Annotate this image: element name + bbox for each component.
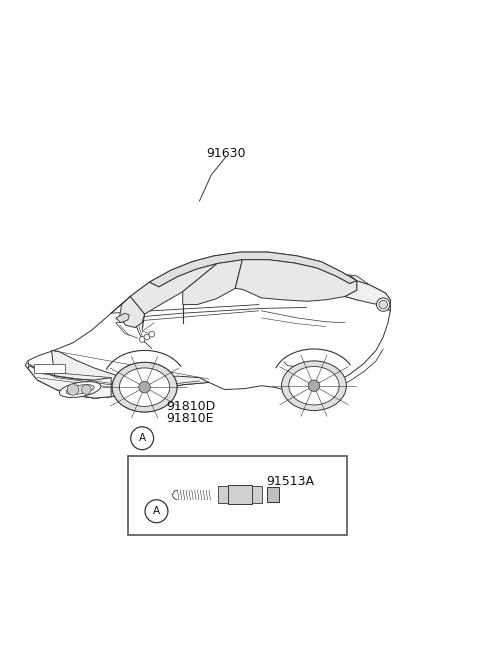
Circle shape bbox=[144, 334, 150, 340]
Polygon shape bbox=[149, 252, 357, 287]
Polygon shape bbox=[345, 281, 390, 310]
Ellipse shape bbox=[120, 368, 170, 406]
Polygon shape bbox=[28, 365, 111, 398]
Ellipse shape bbox=[112, 362, 177, 412]
Text: 91810D: 91810D bbox=[166, 400, 216, 413]
Polygon shape bbox=[116, 313, 129, 323]
Bar bbox=[267, 487, 279, 502]
Text: 91630: 91630 bbox=[206, 147, 245, 160]
Bar bbox=[252, 487, 262, 502]
Circle shape bbox=[139, 337, 145, 343]
Circle shape bbox=[131, 427, 154, 450]
Ellipse shape bbox=[376, 298, 390, 311]
Bar bbox=[218, 487, 228, 502]
Circle shape bbox=[139, 381, 150, 393]
Ellipse shape bbox=[112, 362, 177, 412]
Polygon shape bbox=[51, 350, 209, 398]
Polygon shape bbox=[235, 260, 357, 301]
Polygon shape bbox=[350, 275, 369, 284]
Polygon shape bbox=[120, 297, 144, 328]
Circle shape bbox=[145, 500, 168, 523]
Ellipse shape bbox=[289, 367, 339, 405]
Bar bbox=[128, 457, 348, 535]
Ellipse shape bbox=[281, 361, 347, 411]
Ellipse shape bbox=[379, 300, 387, 309]
Bar bbox=[34, 364, 65, 373]
Circle shape bbox=[82, 384, 91, 394]
Bar bbox=[228, 485, 252, 504]
Circle shape bbox=[308, 380, 320, 392]
Text: A: A bbox=[153, 506, 160, 516]
Text: 91810E: 91810E bbox=[166, 412, 214, 424]
Circle shape bbox=[149, 331, 155, 337]
Polygon shape bbox=[183, 260, 242, 305]
Circle shape bbox=[67, 384, 79, 395]
Polygon shape bbox=[25, 252, 390, 398]
Ellipse shape bbox=[66, 384, 94, 394]
Text: 91513A: 91513A bbox=[266, 475, 314, 488]
Ellipse shape bbox=[60, 382, 101, 398]
Text: A: A bbox=[139, 433, 146, 443]
Polygon shape bbox=[130, 263, 217, 314]
